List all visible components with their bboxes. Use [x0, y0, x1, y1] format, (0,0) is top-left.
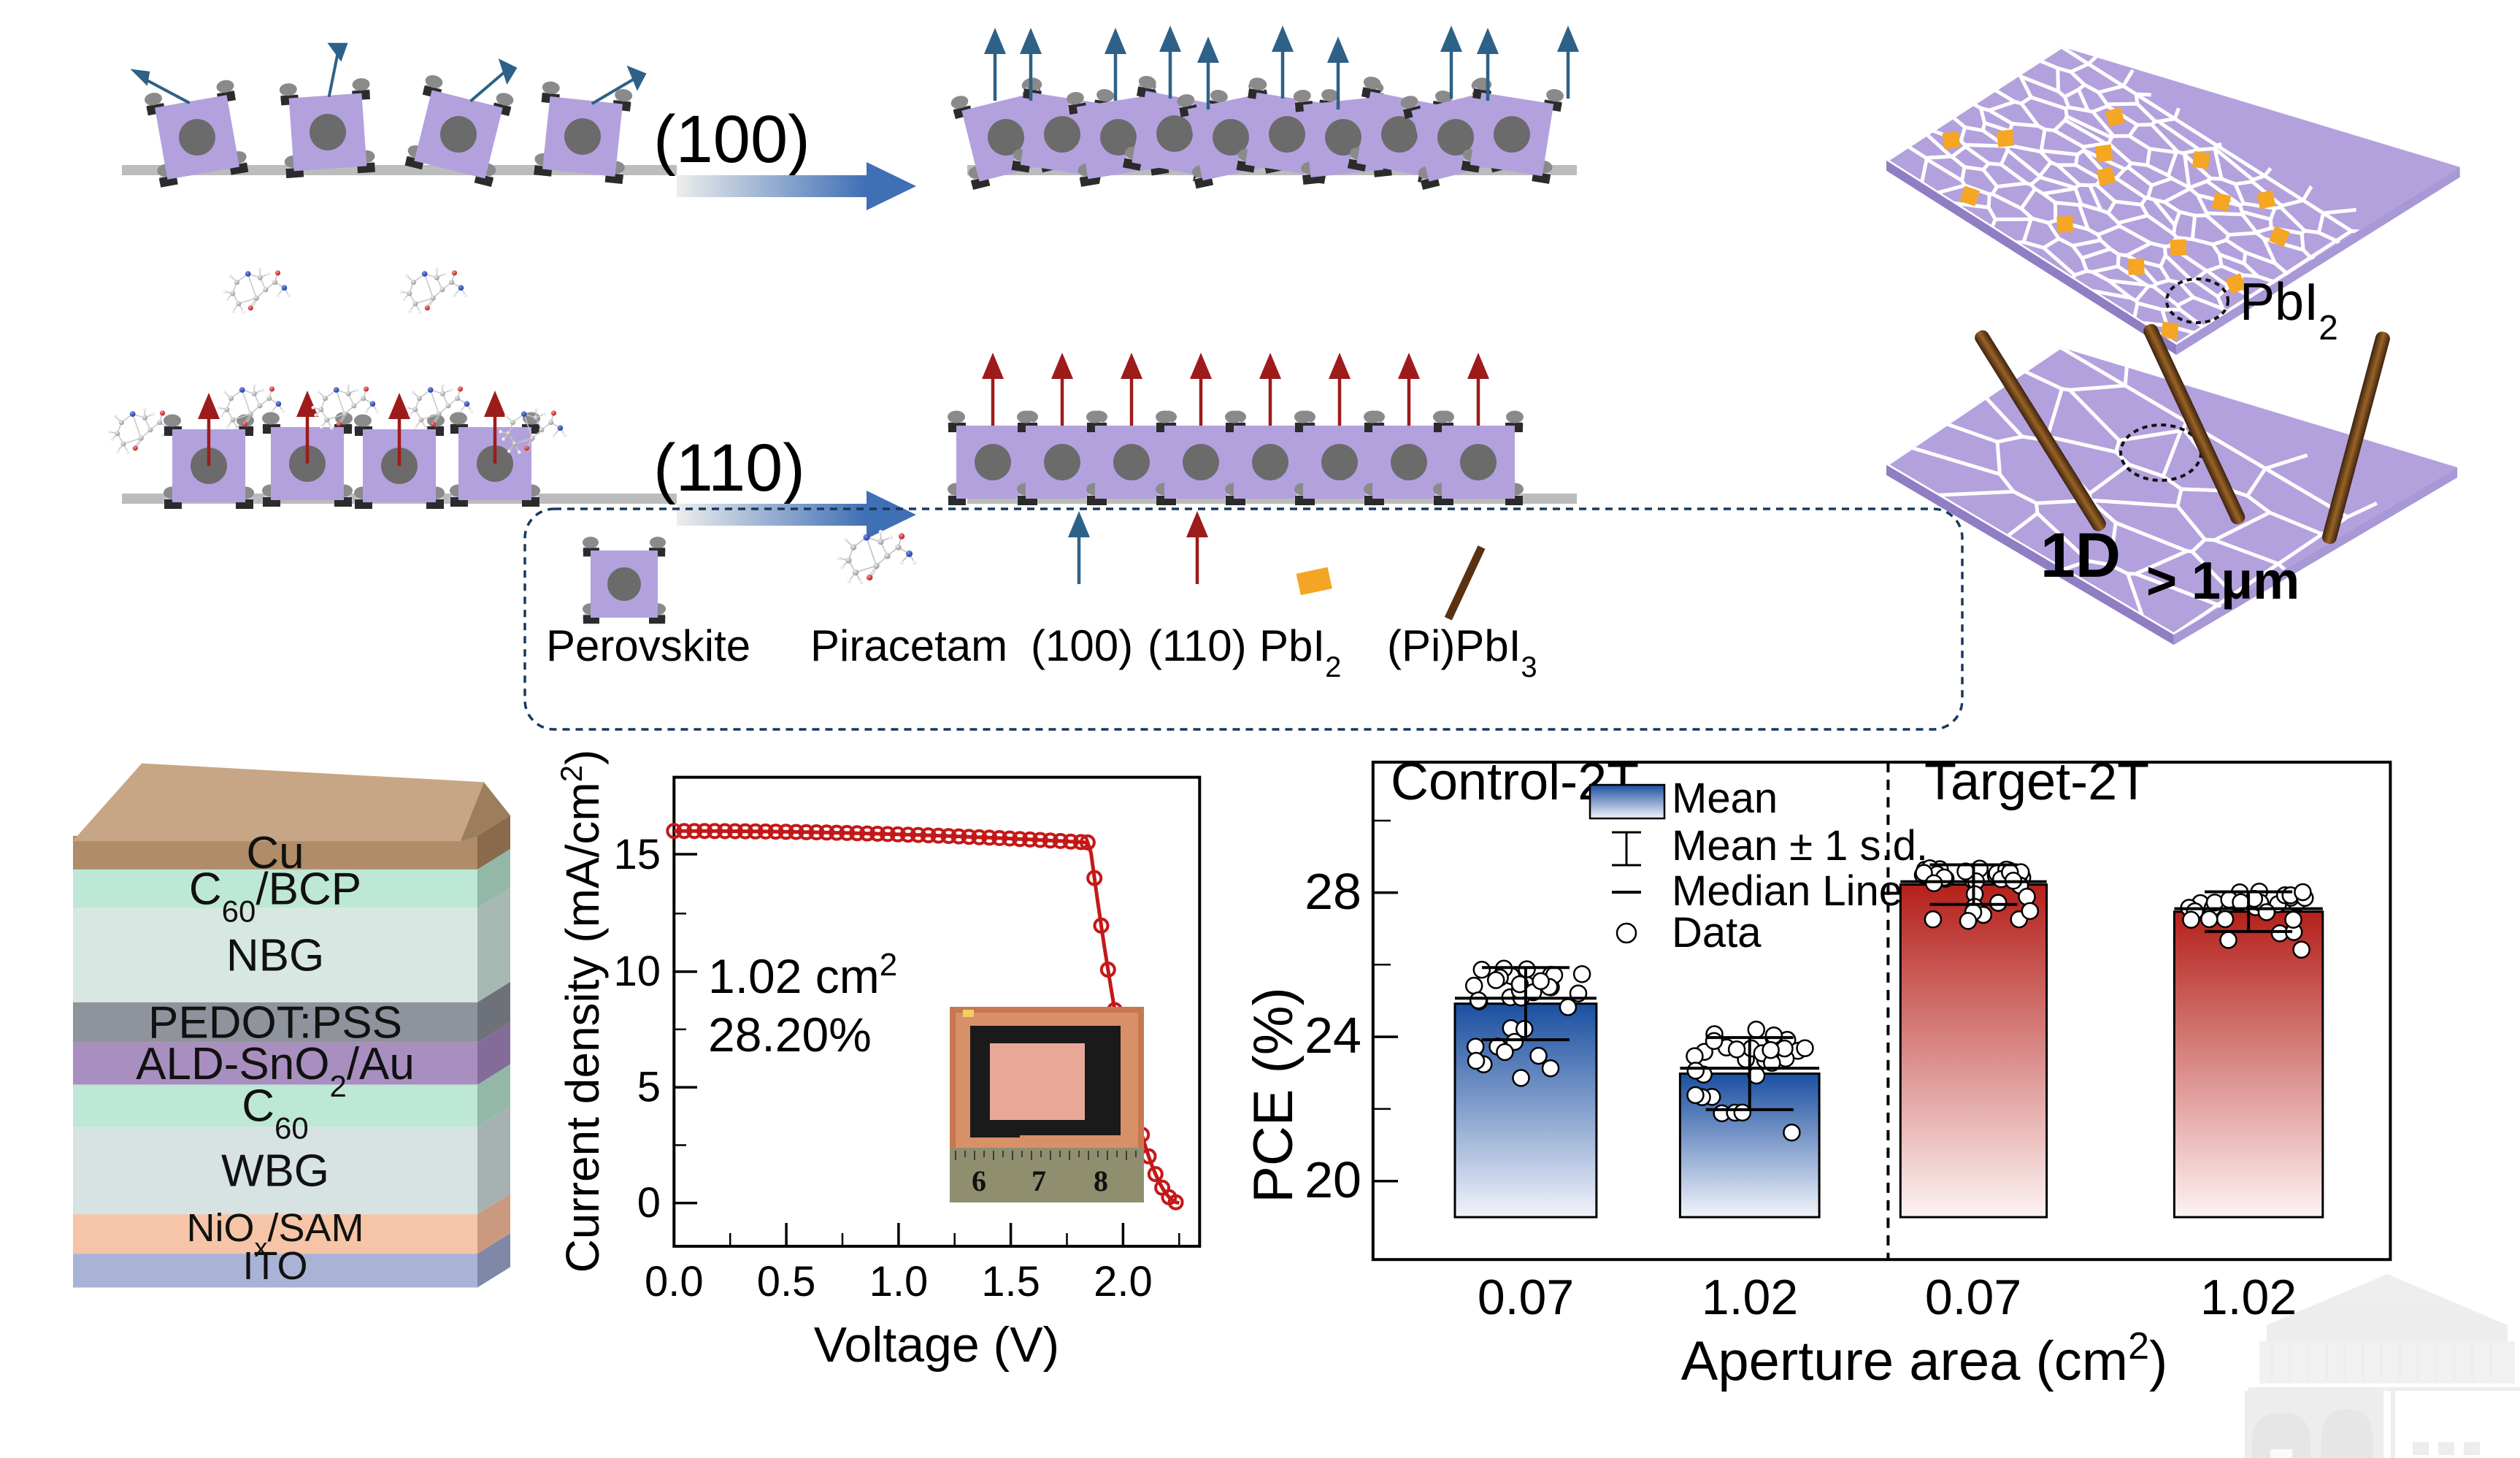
svg-text:ITO: ITO: [242, 1244, 307, 1288]
svg-text:WBG: WBG: [221, 1146, 329, 1196]
svg-text:1.02: 1.02: [1702, 1270, 1798, 1325]
svg-text:Median Line: Median Line: [1672, 867, 1902, 915]
svg-text:Aperture area (cm2): Aperture area (cm2): [1681, 1325, 2168, 1392]
svg-text:0: 0: [637, 1179, 661, 1227]
svg-text:2.0: 2.0: [1094, 1258, 1153, 1305]
svg-text:0.0: 0.0: [645, 1258, 704, 1305]
svg-text:(110): (110): [653, 431, 805, 505]
svg-text:1.02: 1.02: [2200, 1270, 2297, 1325]
svg-text:PCE (%): PCE (%): [1242, 987, 1305, 1203]
svg-text:5: 5: [637, 1064, 661, 1111]
svg-text:24: 24: [1305, 1007, 1361, 1064]
svg-text:0.07: 0.07: [1925, 1270, 2021, 1325]
svg-text:PbI2: PbI2: [2240, 273, 2338, 348]
svg-text:(100): (100): [653, 102, 810, 177]
svg-text:15: 15: [613, 831, 661, 878]
svg-text:Target-2T: Target-2T: [1924, 753, 2149, 811]
svg-text:Mean: Mean: [1672, 775, 1778, 822]
svg-text:7: 7: [1032, 1165, 1046, 1197]
svg-text:NBG: NBG: [226, 930, 324, 981]
svg-text:Piracetam: Piracetam: [810, 621, 1007, 670]
svg-text:8: 8: [1094, 1165, 1108, 1197]
svg-text:10: 10: [613, 948, 661, 995]
svg-text:6: 6: [972, 1165, 986, 1197]
svg-text:(100): (100): [1031, 621, 1133, 670]
svg-text:28: 28: [1305, 863, 1361, 920]
svg-text:(110): (110): [1148, 621, 1247, 670]
svg-text:Voltage (V): Voltage (V): [814, 1317, 1059, 1373]
svg-text:Data: Data: [1672, 909, 1762, 956]
svg-text:1.02 cm2: 1.02 cm2: [708, 947, 897, 1004]
svg-text:0.5: 0.5: [757, 1258, 816, 1305]
svg-text:1.0: 1.0: [869, 1258, 929, 1305]
svg-text:Mean ± 1 s.d.: Mean ± 1 s.d.: [1672, 822, 1928, 870]
svg-text:PbI2: PbI2: [1259, 621, 1341, 683]
svg-text:Perovskite: Perovskite: [546, 621, 750, 670]
svg-text:28.20%: 28.20%: [708, 1008, 872, 1062]
svg-text:20: 20: [1305, 1151, 1361, 1208]
svg-text:0.07: 0.07: [1478, 1270, 1574, 1325]
svg-text:> 1μm: > 1μm: [2146, 552, 2300, 610]
svg-text:Current density (mA/cm2): Current density (mA/cm2): [554, 750, 610, 1273]
svg-text:1D: 1D: [2040, 521, 2121, 591]
svg-text:(Pi)PbI3: (Pi)PbI3: [1387, 621, 1537, 683]
svg-text:1.5: 1.5: [981, 1258, 1040, 1305]
